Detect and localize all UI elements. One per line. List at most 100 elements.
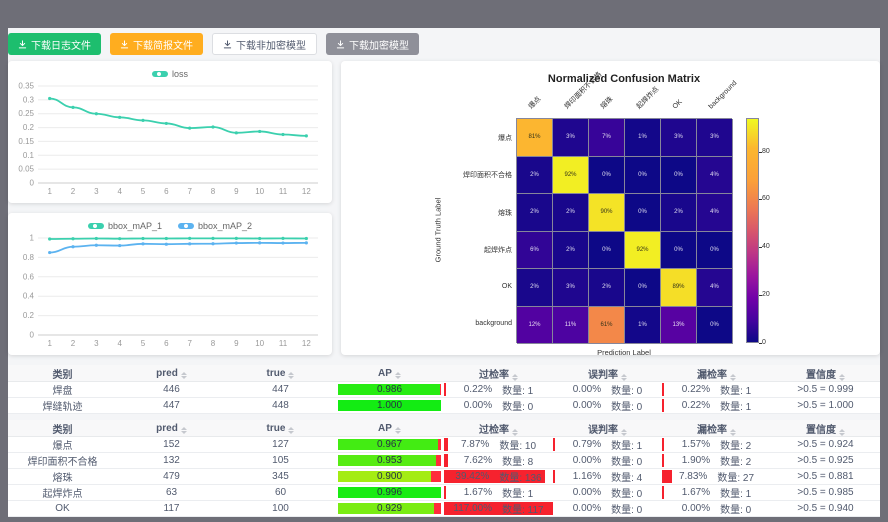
legend-label: bbox_mAP_1 bbox=[107, 221, 162, 231]
ap-bar bbox=[338, 439, 438, 450]
svg-text:10: 10 bbox=[255, 187, 264, 196]
matrix-cell: 61% bbox=[589, 306, 625, 344]
rate-count: 数量: 136 bbox=[499, 473, 542, 484]
cell-pred: 117 bbox=[117, 500, 226, 517]
rate-percent: 7.87% bbox=[460, 439, 490, 450]
cell-pred: 132 bbox=[117, 452, 226, 469]
matrix-cell: 13% bbox=[661, 306, 697, 344]
column-header-pred[interactable]: pred bbox=[117, 420, 226, 437]
matrix-cell: 2% bbox=[553, 194, 589, 232]
column-header-漏检率[interactable]: 漏检率 bbox=[662, 365, 771, 382]
table-row: 焊盘 446 447 0.986 0.22% 数量: 1 0.00% 数量: 0 0.22% 数量… bbox=[8, 381, 880, 398]
cell-missdetect-rate: 0.22% 数量: 1 bbox=[662, 397, 771, 414]
column-header-过检率[interactable]: 过检率 bbox=[444, 365, 553, 382]
column-header-类别: 类别 bbox=[8, 420, 117, 437]
cell-misjudge-rate: 0.00% 数量: 0 bbox=[553, 381, 662, 398]
matrix-cell: 0% bbox=[625, 156, 661, 194]
rate-percent: 1.16% bbox=[572, 471, 602, 482]
rate-count: 数量: 0 bbox=[611, 402, 643, 413]
cell-ap: 0.953 bbox=[335, 452, 444, 469]
rate-percent: 0.79% bbox=[572, 439, 602, 450]
ap-value: 1.000 bbox=[376, 400, 403, 411]
legend-item-bbox_mAP_1[interactable]: bbox_mAP_1 bbox=[87, 219, 162, 233]
download-log-button[interactable]: 下载日志文件 bbox=[8, 33, 101, 55]
cell-class: 焊缝轨迹 bbox=[8, 397, 117, 414]
rate-count: 数量: 1 bbox=[720, 386, 752, 397]
column-header-label: pred bbox=[156, 422, 178, 434]
column-header-label: AP bbox=[378, 367, 392, 379]
column-header-漏检率[interactable]: 漏检率 bbox=[662, 420, 771, 437]
rate-count: 数量: 2 bbox=[720, 441, 752, 452]
rate-percent: 0.22% bbox=[681, 384, 711, 395]
column-header-置信度[interactable]: 置信度 bbox=[771, 420, 880, 437]
metrics-tables-section: 类别 pred true AP 过检率 误判率 漏检率 置信度 焊盘 446 447 0.986 0.2… bbox=[8, 365, 880, 517]
svg-text:4: 4 bbox=[117, 339, 122, 348]
table-row: 焊缝轨迹 447 448 1.000 0.00% 数量: 0 0.00% 数量: 0 0.22%… bbox=[8, 397, 880, 414]
column-header-true[interactable]: true bbox=[226, 420, 335, 437]
cell-true: 447 bbox=[226, 381, 335, 398]
cell-ap: 1.000 bbox=[335, 397, 444, 414]
colorbar-tick-label: 40 bbox=[762, 243, 770, 251]
matrix-cell: 3% bbox=[553, 119, 589, 157]
matrix-cell: 0% bbox=[625, 194, 661, 232]
svg-text:4: 4 bbox=[117, 187, 122, 196]
matrix-cell: 12% bbox=[517, 306, 553, 344]
confusion-matrix-xlabel: Prediction Label bbox=[597, 348, 651, 357]
legend-item-loss[interactable]: loss bbox=[151, 67, 188, 81]
download-report-button[interactable]: 下载简报文件 bbox=[110, 33, 203, 55]
svg-text:11: 11 bbox=[279, 339, 288, 348]
cell-overdetect-rate: 1.67% 数量: 1 bbox=[444, 484, 553, 501]
ap-bar bbox=[338, 487, 441, 498]
matrix-cell: 0% bbox=[697, 231, 733, 269]
column-header-label: 置信度 bbox=[806, 424, 836, 436]
column-header-true[interactable]: true bbox=[226, 365, 335, 382]
svg-text:9: 9 bbox=[234, 187, 239, 196]
matrix-cell: 92% bbox=[553, 156, 589, 194]
ap-value: 0.900 bbox=[376, 471, 403, 482]
cell-confidence: >0.5 = 0.999 bbox=[771, 381, 880, 398]
map-chart-card: bbox_mAP_1 bbox_mAP_2 0 0.2 0.4 0.6 0.8 1 1 2 3 4 5… bbox=[8, 213, 332, 355]
matrix-col-label: OK bbox=[671, 98, 684, 111]
matrix-cell: 7% bbox=[589, 119, 625, 157]
column-header-AP[interactable]: AP bbox=[335, 420, 444, 437]
toolbar: 下载日志文件 下载简报文件 下载非加密模型 下载加密模型 bbox=[8, 28, 880, 58]
ap-bar bbox=[338, 471, 431, 482]
rate-percent: 0.22% bbox=[463, 384, 493, 395]
table-row: 熔珠 479 345 0.900 39.42% 数量: 136 1.16% 数量: 4 7.83… bbox=[8, 468, 880, 485]
cell-pred: 63 bbox=[117, 484, 226, 501]
svg-text:10: 10 bbox=[255, 339, 264, 348]
dashboard-main: loss 0 0.05 0.1 0.15 0.2 0.25 0.3 0.35 1 2 3 4 5 6 7 8 9… bbox=[8, 61, 880, 357]
column-header-过检率[interactable]: 过检率 bbox=[444, 420, 553, 437]
rate-count: 数量: 1 bbox=[720, 402, 752, 413]
legend-item-bbox_mAP_2[interactable]: bbox_mAP_2 bbox=[178, 219, 252, 233]
download-plain-model-button[interactable]: 下载非加密模型 bbox=[212, 33, 317, 55]
download-icon bbox=[223, 39, 232, 48]
cell-confidence: >0.5 = 0.940 bbox=[771, 500, 880, 517]
rate-percent: 0.00% bbox=[572, 487, 602, 498]
column-header-AP[interactable]: AP bbox=[335, 365, 444, 382]
colorbar-tick bbox=[759, 247, 762, 249]
matrix-cell: 81% bbox=[517, 119, 553, 157]
rate-count: 数量: 0 bbox=[611, 505, 643, 516]
rate-percent: 0.00% bbox=[681, 503, 711, 514]
matrix-cell: 2% bbox=[553, 231, 589, 269]
ap-value: 0.967 bbox=[376, 439, 403, 450]
cell-missdetect-rate: 0.22% 数量: 1 bbox=[662, 381, 771, 398]
svg-text:0: 0 bbox=[30, 331, 35, 340]
column-header-pred[interactable]: pred bbox=[117, 365, 226, 382]
svg-text:2: 2 bbox=[71, 187, 76, 196]
column-header-置信度[interactable]: 置信度 bbox=[771, 365, 880, 382]
rate-percent: 0.00% bbox=[572, 455, 602, 466]
rate-percent: 0.00% bbox=[463, 400, 493, 411]
cell-misjudge-rate: 0.00% 数量: 0 bbox=[553, 484, 662, 501]
download-encrypted-model-button[interactable]: 下载加密模型 bbox=[326, 33, 419, 55]
cell-ap: 0.929 bbox=[335, 500, 444, 517]
svg-text:0.35: 0.35 bbox=[18, 82, 34, 91]
legend-label: bbox_mAP_2 bbox=[198, 221, 253, 231]
column-header-误判率[interactable]: 误判率 bbox=[553, 420, 662, 437]
svg-text:7: 7 bbox=[187, 339, 192, 348]
cell-missdetect-rate: 0.00% 数量: 0 bbox=[662, 500, 771, 517]
rate-count: 数量: 2 bbox=[720, 457, 752, 468]
column-header-误判率[interactable]: 误判率 bbox=[553, 365, 662, 382]
matrix-cell: 0% bbox=[697, 306, 733, 344]
